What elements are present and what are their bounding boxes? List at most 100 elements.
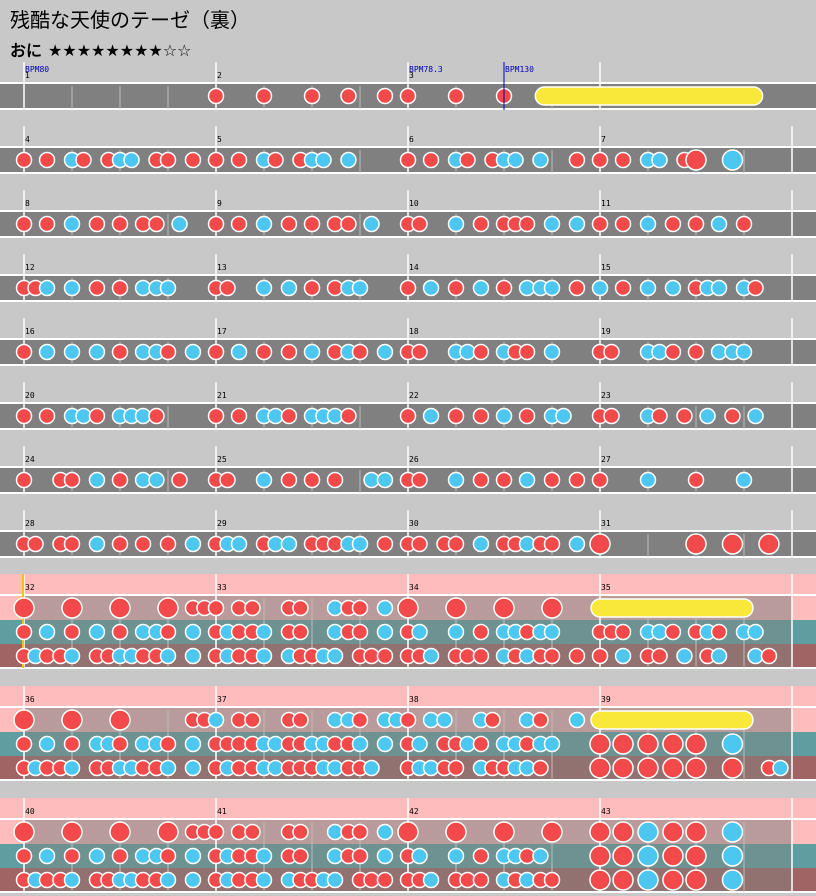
big-don-note [13,821,35,843]
don-note [399,151,417,169]
big-don-note [685,757,707,779]
don-note [472,623,490,641]
don-note [244,711,261,729]
don-note [603,343,620,361]
drumroll-note [534,86,764,106]
don-note [518,215,536,233]
ka-note [376,735,394,753]
ka-note [543,215,561,233]
ka-note [376,471,394,489]
don-note [15,343,33,361]
measure-number: 21 [217,391,227,400]
bpm-marker: BPM130 [505,65,534,74]
don-note [111,279,129,297]
big-don-note [637,757,659,779]
don-note [614,215,632,233]
don-note [495,279,513,297]
ka-note [63,343,81,361]
ka-note [651,151,668,169]
big-don-note [589,869,611,891]
ka-note [88,535,106,553]
ka-note [326,871,344,889]
ka-note [303,343,321,361]
don-note [159,623,177,641]
don-note [459,151,476,169]
ka-note [184,623,202,641]
big-don-note [662,821,684,843]
ka-note [735,343,753,361]
ka-note [171,215,188,233]
don-note [15,407,33,425]
big-don-note [589,821,611,843]
measure-number: 40 [25,807,35,816]
don-note [326,471,344,489]
big-don-note [493,821,515,843]
measure-number: 26 [409,455,419,464]
ka-note [63,759,81,777]
don-note [207,215,225,233]
big-don-note [541,821,563,843]
don-note [159,535,177,553]
ka-note [184,735,202,753]
don-note [472,471,490,489]
don-note [591,151,609,169]
ka-note [747,623,764,641]
ka-note [88,343,106,361]
big-don-note [662,733,684,755]
don-note [244,823,261,841]
big-don-note [493,597,515,619]
ka-note [543,735,561,753]
big-don-note [685,733,707,755]
ka-note [664,279,682,297]
ka-note [772,759,789,777]
ka-note [710,647,728,665]
measure-number: 28 [25,519,35,528]
ka-note [159,279,177,297]
don-note [472,647,490,665]
big-don-note [685,149,707,171]
don-note [472,215,490,233]
ka-note [159,871,177,889]
don-note [484,711,501,729]
measure-number: 3 [409,71,414,80]
bpm-marker: BPM80 [25,65,49,74]
ka-note [363,759,380,777]
don-note [207,407,225,425]
don-note [159,735,177,753]
measure-number: 15 [601,263,611,272]
don-note [447,87,465,105]
don-note [376,647,394,665]
don-note [88,279,106,297]
ka-note [255,471,273,489]
big-don-note [109,821,131,843]
don-note [399,711,417,729]
don-note [472,735,490,753]
don-note [219,471,236,489]
ka-note [710,279,728,297]
don-note [230,407,248,425]
ka-note [88,471,106,489]
don-note [532,711,549,729]
big-don-note [109,597,131,619]
don-note [134,535,152,553]
ka-note [255,847,273,865]
ka-note [184,343,202,361]
don-note [340,215,357,233]
ka-note [710,215,728,233]
measure-number: 10 [409,199,419,208]
don-note [267,151,284,169]
measure-number: 23 [601,391,611,400]
don-note [292,599,309,617]
don-note [159,847,177,865]
don-note [255,87,273,105]
don-note [303,279,321,297]
don-note [303,87,321,105]
ka-note [184,871,202,889]
don-note [518,407,536,425]
don-note [303,215,321,233]
don-note [207,599,225,617]
don-note [280,471,298,489]
ka-note [639,215,657,233]
ka-note [38,847,56,865]
